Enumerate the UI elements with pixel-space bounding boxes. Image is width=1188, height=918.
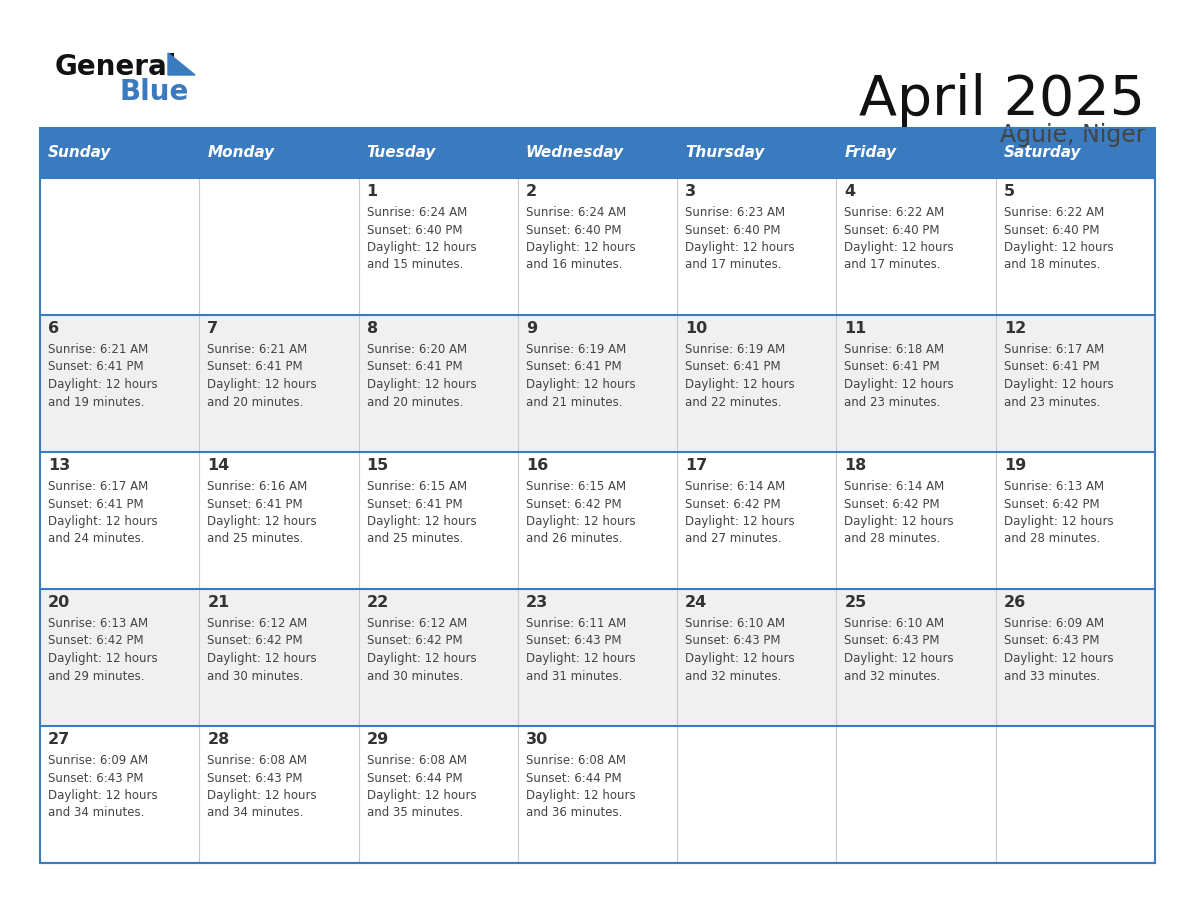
Text: Sunrise: 6:10 AM
Sunset: 6:43 PM
Daylight: 12 hours
and 32 minutes.: Sunrise: 6:10 AM Sunset: 6:43 PM Dayligh… bbox=[685, 617, 795, 682]
Text: Sunrise: 6:22 AM
Sunset: 6:40 PM
Daylight: 12 hours
and 17 minutes.: Sunrise: 6:22 AM Sunset: 6:40 PM Dayligh… bbox=[845, 206, 954, 272]
Text: Sunrise: 6:14 AM
Sunset: 6:42 PM
Daylight: 12 hours
and 28 minutes.: Sunrise: 6:14 AM Sunset: 6:42 PM Dayligh… bbox=[845, 480, 954, 545]
Text: 11: 11 bbox=[845, 321, 867, 336]
Text: 16: 16 bbox=[526, 458, 548, 473]
Text: Sunrise: 6:14 AM
Sunset: 6:42 PM
Daylight: 12 hours
and 27 minutes.: Sunrise: 6:14 AM Sunset: 6:42 PM Dayligh… bbox=[685, 480, 795, 545]
Text: Blue: Blue bbox=[120, 78, 189, 106]
Text: 5: 5 bbox=[1004, 184, 1015, 199]
Text: General: General bbox=[55, 53, 177, 81]
Text: 13: 13 bbox=[48, 458, 70, 473]
Text: 18: 18 bbox=[845, 458, 867, 473]
Text: Aguie, Niger: Aguie, Niger bbox=[999, 123, 1145, 147]
Text: Saturday: Saturday bbox=[1004, 145, 1081, 161]
Text: Sunrise: 6:20 AM
Sunset: 6:41 PM
Daylight: 12 hours
and 20 minutes.: Sunrise: 6:20 AM Sunset: 6:41 PM Dayligh… bbox=[367, 343, 476, 409]
Text: 1: 1 bbox=[367, 184, 378, 199]
Text: Sunrise: 6:08 AM
Sunset: 6:43 PM
Daylight: 12 hours
and 34 minutes.: Sunrise: 6:08 AM Sunset: 6:43 PM Dayligh… bbox=[207, 754, 317, 820]
Text: 26: 26 bbox=[1004, 595, 1026, 610]
Text: 21: 21 bbox=[207, 595, 229, 610]
Text: 29: 29 bbox=[367, 732, 388, 747]
Text: Sunrise: 6:13 AM
Sunset: 6:42 PM
Daylight: 12 hours
and 29 minutes.: Sunrise: 6:13 AM Sunset: 6:42 PM Dayligh… bbox=[48, 617, 158, 682]
Bar bbox=[518, 128, 677, 178]
Text: 15: 15 bbox=[367, 458, 388, 473]
Bar bbox=[40, 178, 1155, 315]
Text: 3: 3 bbox=[685, 184, 696, 199]
Text: Sunrise: 6:18 AM
Sunset: 6:41 PM
Daylight: 12 hours
and 23 minutes.: Sunrise: 6:18 AM Sunset: 6:41 PM Dayligh… bbox=[845, 343, 954, 409]
Text: Monday: Monday bbox=[207, 145, 274, 161]
Text: Sunrise: 6:23 AM
Sunset: 6:40 PM
Daylight: 12 hours
and 17 minutes.: Sunrise: 6:23 AM Sunset: 6:40 PM Dayligh… bbox=[685, 206, 795, 272]
Text: Sunrise: 6:15 AM
Sunset: 6:42 PM
Daylight: 12 hours
and 26 minutes.: Sunrise: 6:15 AM Sunset: 6:42 PM Dayligh… bbox=[526, 480, 636, 545]
Text: 19: 19 bbox=[1004, 458, 1026, 473]
Text: Sunrise: 6:17 AM
Sunset: 6:41 PM
Daylight: 12 hours
and 24 minutes.: Sunrise: 6:17 AM Sunset: 6:41 PM Dayligh… bbox=[48, 480, 158, 545]
Text: Sunrise: 6:24 AM
Sunset: 6:40 PM
Daylight: 12 hours
and 15 minutes.: Sunrise: 6:24 AM Sunset: 6:40 PM Dayligh… bbox=[367, 206, 476, 272]
Text: 14: 14 bbox=[207, 458, 229, 473]
Text: 8: 8 bbox=[367, 321, 378, 336]
Text: Sunrise: 6:12 AM
Sunset: 6:42 PM
Daylight: 12 hours
and 30 minutes.: Sunrise: 6:12 AM Sunset: 6:42 PM Dayligh… bbox=[367, 617, 476, 682]
Text: Sunrise: 6:13 AM
Sunset: 6:42 PM
Daylight: 12 hours
and 28 minutes.: Sunrise: 6:13 AM Sunset: 6:42 PM Dayligh… bbox=[1004, 480, 1113, 545]
Text: 12: 12 bbox=[1004, 321, 1026, 336]
Bar bbox=[677, 128, 836, 178]
Bar bbox=[40, 128, 200, 178]
Text: Sunrise: 6:11 AM
Sunset: 6:43 PM
Daylight: 12 hours
and 31 minutes.: Sunrise: 6:11 AM Sunset: 6:43 PM Dayligh… bbox=[526, 617, 636, 682]
Text: Sunday: Sunday bbox=[48, 145, 112, 161]
Text: Sunrise: 6:12 AM
Sunset: 6:42 PM
Daylight: 12 hours
and 30 minutes.: Sunrise: 6:12 AM Sunset: 6:42 PM Dayligh… bbox=[207, 617, 317, 682]
Text: Wednesday: Wednesday bbox=[526, 145, 624, 161]
Text: 9: 9 bbox=[526, 321, 537, 336]
Text: 2: 2 bbox=[526, 184, 537, 199]
Text: 20: 20 bbox=[48, 595, 70, 610]
Text: Sunrise: 6:21 AM
Sunset: 6:41 PM
Daylight: 12 hours
and 19 minutes.: Sunrise: 6:21 AM Sunset: 6:41 PM Dayligh… bbox=[48, 343, 158, 409]
Text: Sunrise: 6:10 AM
Sunset: 6:43 PM
Daylight: 12 hours
and 32 minutes.: Sunrise: 6:10 AM Sunset: 6:43 PM Dayligh… bbox=[845, 617, 954, 682]
Text: 28: 28 bbox=[207, 732, 229, 747]
Text: April 2025: April 2025 bbox=[859, 73, 1145, 127]
Text: 23: 23 bbox=[526, 595, 548, 610]
Text: Sunrise: 6:08 AM
Sunset: 6:44 PM
Daylight: 12 hours
and 35 minutes.: Sunrise: 6:08 AM Sunset: 6:44 PM Dayligh… bbox=[367, 754, 476, 820]
Text: Sunrise: 6:22 AM
Sunset: 6:40 PM
Daylight: 12 hours
and 18 minutes.: Sunrise: 6:22 AM Sunset: 6:40 PM Dayligh… bbox=[1004, 206, 1113, 272]
Text: 30: 30 bbox=[526, 732, 548, 747]
Text: Sunrise: 6:16 AM
Sunset: 6:41 PM
Daylight: 12 hours
and 25 minutes.: Sunrise: 6:16 AM Sunset: 6:41 PM Dayligh… bbox=[207, 480, 317, 545]
Text: Sunrise: 6:17 AM
Sunset: 6:41 PM
Daylight: 12 hours
and 23 minutes.: Sunrise: 6:17 AM Sunset: 6:41 PM Dayligh… bbox=[1004, 343, 1113, 409]
Text: Thursday: Thursday bbox=[685, 145, 765, 161]
Text: Sunrise: 6:15 AM
Sunset: 6:41 PM
Daylight: 12 hours
and 25 minutes.: Sunrise: 6:15 AM Sunset: 6:41 PM Dayligh… bbox=[367, 480, 476, 545]
Text: Sunrise: 6:09 AM
Sunset: 6:43 PM
Daylight: 12 hours
and 34 minutes.: Sunrise: 6:09 AM Sunset: 6:43 PM Dayligh… bbox=[48, 754, 158, 820]
Bar bbox=[40, 589, 1155, 726]
Bar bbox=[359, 128, 518, 178]
Text: 22: 22 bbox=[367, 595, 388, 610]
Text: 27: 27 bbox=[48, 732, 70, 747]
Polygon shape bbox=[168, 53, 195, 75]
Bar bbox=[996, 128, 1155, 178]
Text: Sunrise: 6:08 AM
Sunset: 6:44 PM
Daylight: 12 hours
and 36 minutes.: Sunrise: 6:08 AM Sunset: 6:44 PM Dayligh… bbox=[526, 754, 636, 820]
Text: Sunrise: 6:19 AM
Sunset: 6:41 PM
Daylight: 12 hours
and 21 minutes.: Sunrise: 6:19 AM Sunset: 6:41 PM Dayligh… bbox=[526, 343, 636, 409]
Text: Sunrise: 6:19 AM
Sunset: 6:41 PM
Daylight: 12 hours
and 22 minutes.: Sunrise: 6:19 AM Sunset: 6:41 PM Dayligh… bbox=[685, 343, 795, 409]
Bar bbox=[40, 452, 1155, 589]
Text: Friday: Friday bbox=[845, 145, 897, 161]
Text: Tuesday: Tuesday bbox=[367, 145, 436, 161]
Text: Sunrise: 6:21 AM
Sunset: 6:41 PM
Daylight: 12 hours
and 20 minutes.: Sunrise: 6:21 AM Sunset: 6:41 PM Dayligh… bbox=[207, 343, 317, 409]
Text: Sunrise: 6:24 AM
Sunset: 6:40 PM
Daylight: 12 hours
and 16 minutes.: Sunrise: 6:24 AM Sunset: 6:40 PM Dayligh… bbox=[526, 206, 636, 272]
Text: 17: 17 bbox=[685, 458, 707, 473]
Text: 25: 25 bbox=[845, 595, 867, 610]
Text: Sunrise: 6:09 AM
Sunset: 6:43 PM
Daylight: 12 hours
and 33 minutes.: Sunrise: 6:09 AM Sunset: 6:43 PM Dayligh… bbox=[1004, 617, 1113, 682]
Text: 24: 24 bbox=[685, 595, 707, 610]
Bar bbox=[40, 128, 1155, 863]
Bar bbox=[836, 128, 996, 178]
Text: 6: 6 bbox=[48, 321, 59, 336]
Text: 7: 7 bbox=[207, 321, 219, 336]
Text: 10: 10 bbox=[685, 321, 707, 336]
Bar bbox=[40, 726, 1155, 863]
Bar bbox=[40, 315, 1155, 452]
Text: 4: 4 bbox=[845, 184, 855, 199]
Bar bbox=[200, 128, 359, 178]
